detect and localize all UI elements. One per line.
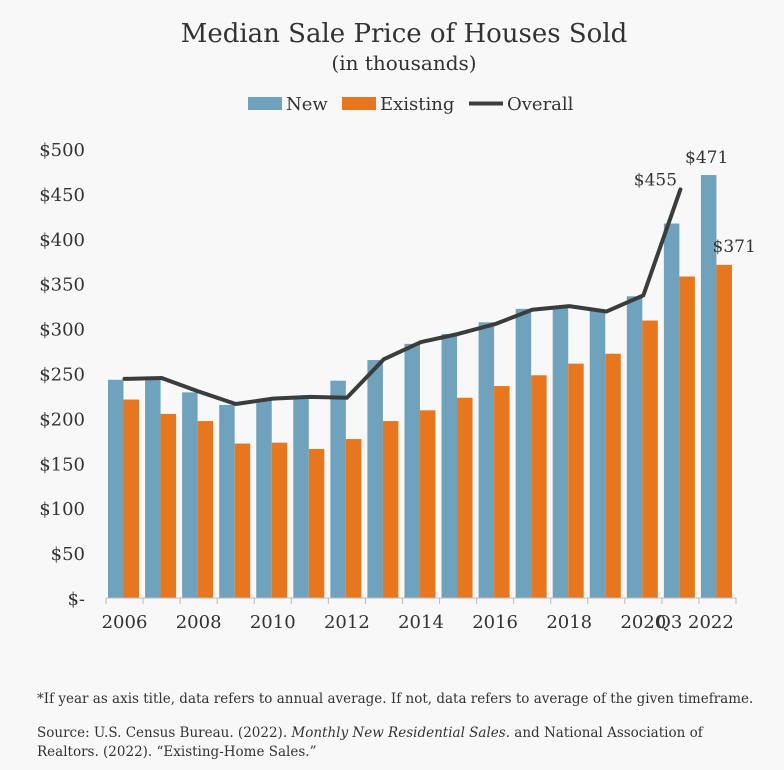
bar-new-2008 (182, 392, 198, 598)
bar-new-2018 (552, 306, 569, 598)
y-tick-label: $350 (39, 275, 85, 296)
chart-subtitle: (in thousands) (331, 51, 476, 75)
bar-new-2010 (256, 400, 272, 598)
x-tick-label: 2008 (176, 612, 222, 633)
bar-new-2014 (404, 343, 420, 598)
bar-new-2020 (626, 296, 643, 598)
bars (108, 175, 732, 599)
x-tick-label: 2020 (620, 612, 666, 633)
x-tick-label: 2014 (398, 612, 444, 633)
chart-title: Median Sale Price of Houses Sold (181, 19, 628, 49)
bar-new-2015 (441, 333, 458, 598)
bar-existing-2021 (679, 276, 695, 598)
bar-existing-2011 (308, 448, 325, 598)
legend-swatch-new (248, 97, 282, 110)
data-label-existing-q3-2022: $371 (713, 237, 756, 257)
legend-label-new: New (286, 94, 328, 115)
data-label-overall-2021: $455 (634, 170, 677, 190)
x-tick-label: 2006 (102, 612, 148, 633)
bar-new-2017 (515, 308, 532, 598)
bar-existing-2020 (642, 320, 658, 598)
y-tick-label: $200 (39, 409, 85, 430)
y-tick-label: $100 (39, 499, 85, 520)
source-note: Source: U.S. Census Bureau. (2022). Mont… (37, 724, 757, 762)
y-tick-label: $400 (39, 230, 85, 251)
bar-existing-2014 (419, 410, 436, 598)
bar-existing-q3-2022 (716, 264, 732, 598)
y-tick-label: $- (67, 589, 85, 610)
bar-existing-2016 (494, 386, 510, 598)
bar-existing-2008 (197, 421, 214, 598)
overall-line (122, 187, 683, 407)
series-line-overall (122, 187, 683, 407)
y-tick-label: $250 (39, 365, 85, 386)
bar-new-2007 (145, 377, 161, 598)
footnote: *If year as axis title, data refers to a… (37, 691, 754, 707)
bar-new-2019 (589, 309, 606, 598)
bar-existing-2013 (382, 421, 399, 598)
data-labels: $471 $455 $371 (634, 148, 756, 257)
y-tick-label: $50 (51, 544, 85, 565)
y-tick-label: $300 (39, 320, 85, 341)
bar-new-2006 (108, 379, 124, 598)
bar-new-2012 (330, 380, 346, 598)
source-italic: Monthly New Residential Sales. (291, 725, 511, 741)
bar-new-2009 (219, 404, 235, 598)
bar-new-2013 (367, 360, 383, 598)
x-tick-label: 2016 (472, 612, 518, 633)
bar-existing-2017 (531, 375, 547, 598)
x-tick-label: 2012 (324, 612, 370, 633)
legend-swatch-existing (342, 97, 376, 110)
bar-new-2016 (478, 322, 495, 598)
y-tick-label: $450 (39, 185, 85, 206)
bar-existing-2006 (123, 399, 139, 598)
legend-label-existing: Existing (380, 94, 454, 115)
bar-existing-2009 (234, 443, 251, 598)
bar-existing-2010 (271, 442, 288, 598)
source-prefix: Source: U.S. Census Bureau. (2022). (37, 725, 292, 741)
bar-existing-2015 (457, 397, 473, 598)
y-axis-ticks: $- $50 $100 $150 $200 $250 $300 $350 $400 $450 $50… (39, 140, 85, 610)
x-tick-label: 2018 (546, 612, 592, 633)
bar-existing-2007 (160, 413, 177, 598)
bar-new-q3-2022 (700, 175, 717, 599)
chart: Median Sale Price of Houses Sold (in tho… (39, 19, 756, 633)
bar-new-2021 (663, 223, 680, 598)
source-suffix: and National Association of Realtors. (2… (37, 725, 703, 760)
data-label-new-q3-2022: $471 (685, 148, 728, 168)
legend-label-overall: Overall (507, 94, 574, 115)
y-tick-label: $150 (39, 454, 85, 475)
x-axis (105, 597, 737, 604)
legend: New Existing Overall (248, 94, 574, 115)
x-tick-label: 2010 (250, 612, 296, 633)
y-tick-label: $500 (39, 140, 85, 161)
bar-existing-2018 (568, 363, 584, 598)
bar-existing-2019 (605, 353, 621, 598)
bar-existing-2012 (345, 439, 362, 598)
bar-new-2011 (293, 396, 309, 598)
x-tick-label: Q3 2022 (656, 612, 734, 633)
